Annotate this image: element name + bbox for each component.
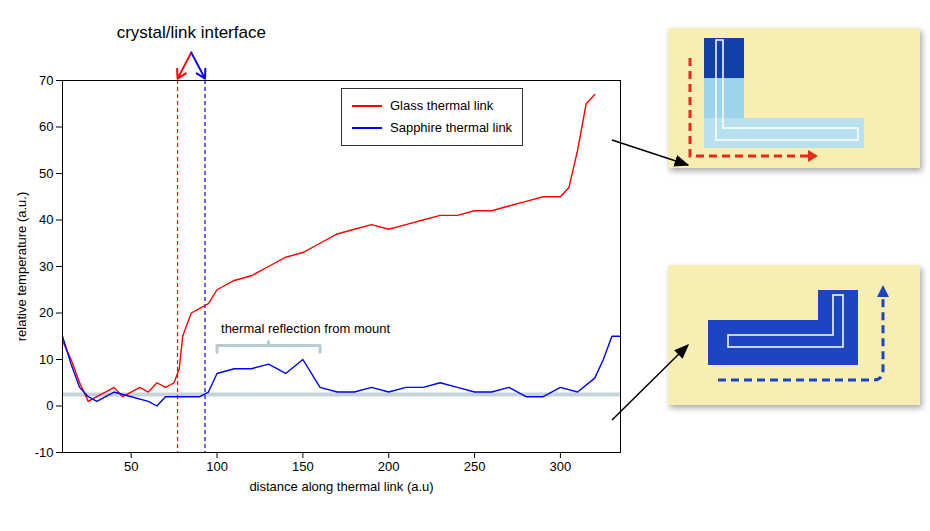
svg-text:30: 30 <box>39 259 53 274</box>
svg-text:70: 70 <box>39 73 53 88</box>
svg-text:100: 100 <box>206 459 228 474</box>
svg-text:200: 200 <box>378 459 400 474</box>
svg-text:crystal/link interface: crystal/link interface <box>117 23 266 42</box>
svg-text:150: 150 <box>292 459 314 474</box>
svg-text:250: 250 <box>464 459 486 474</box>
svg-text:relative temperature (a.u.): relative temperature (a.u.) <box>14 192 29 342</box>
svg-text:-10: -10 <box>35 445 54 460</box>
svg-text:300: 300 <box>550 459 572 474</box>
svg-text:10: 10 <box>39 352 53 367</box>
svg-text:40: 40 <box>39 212 53 227</box>
svg-text:60: 60 <box>39 119 53 134</box>
svg-text:thermal reflection from mount: thermal reflection from mount <box>221 321 390 336</box>
svg-text:50: 50 <box>39 166 53 181</box>
svg-text:20: 20 <box>39 305 53 320</box>
html-text:Sapphire thermal link: Sapphire thermal link <box>390 120 513 135</box>
svg-text:50: 50 <box>124 459 138 474</box>
svg-text:distance along thermal link (a: distance along thermal link (a.u) <box>249 479 433 494</box>
svg-text:0: 0 <box>46 398 53 413</box>
html-text:Glass thermal link: Glass thermal link <box>390 98 494 113</box>
